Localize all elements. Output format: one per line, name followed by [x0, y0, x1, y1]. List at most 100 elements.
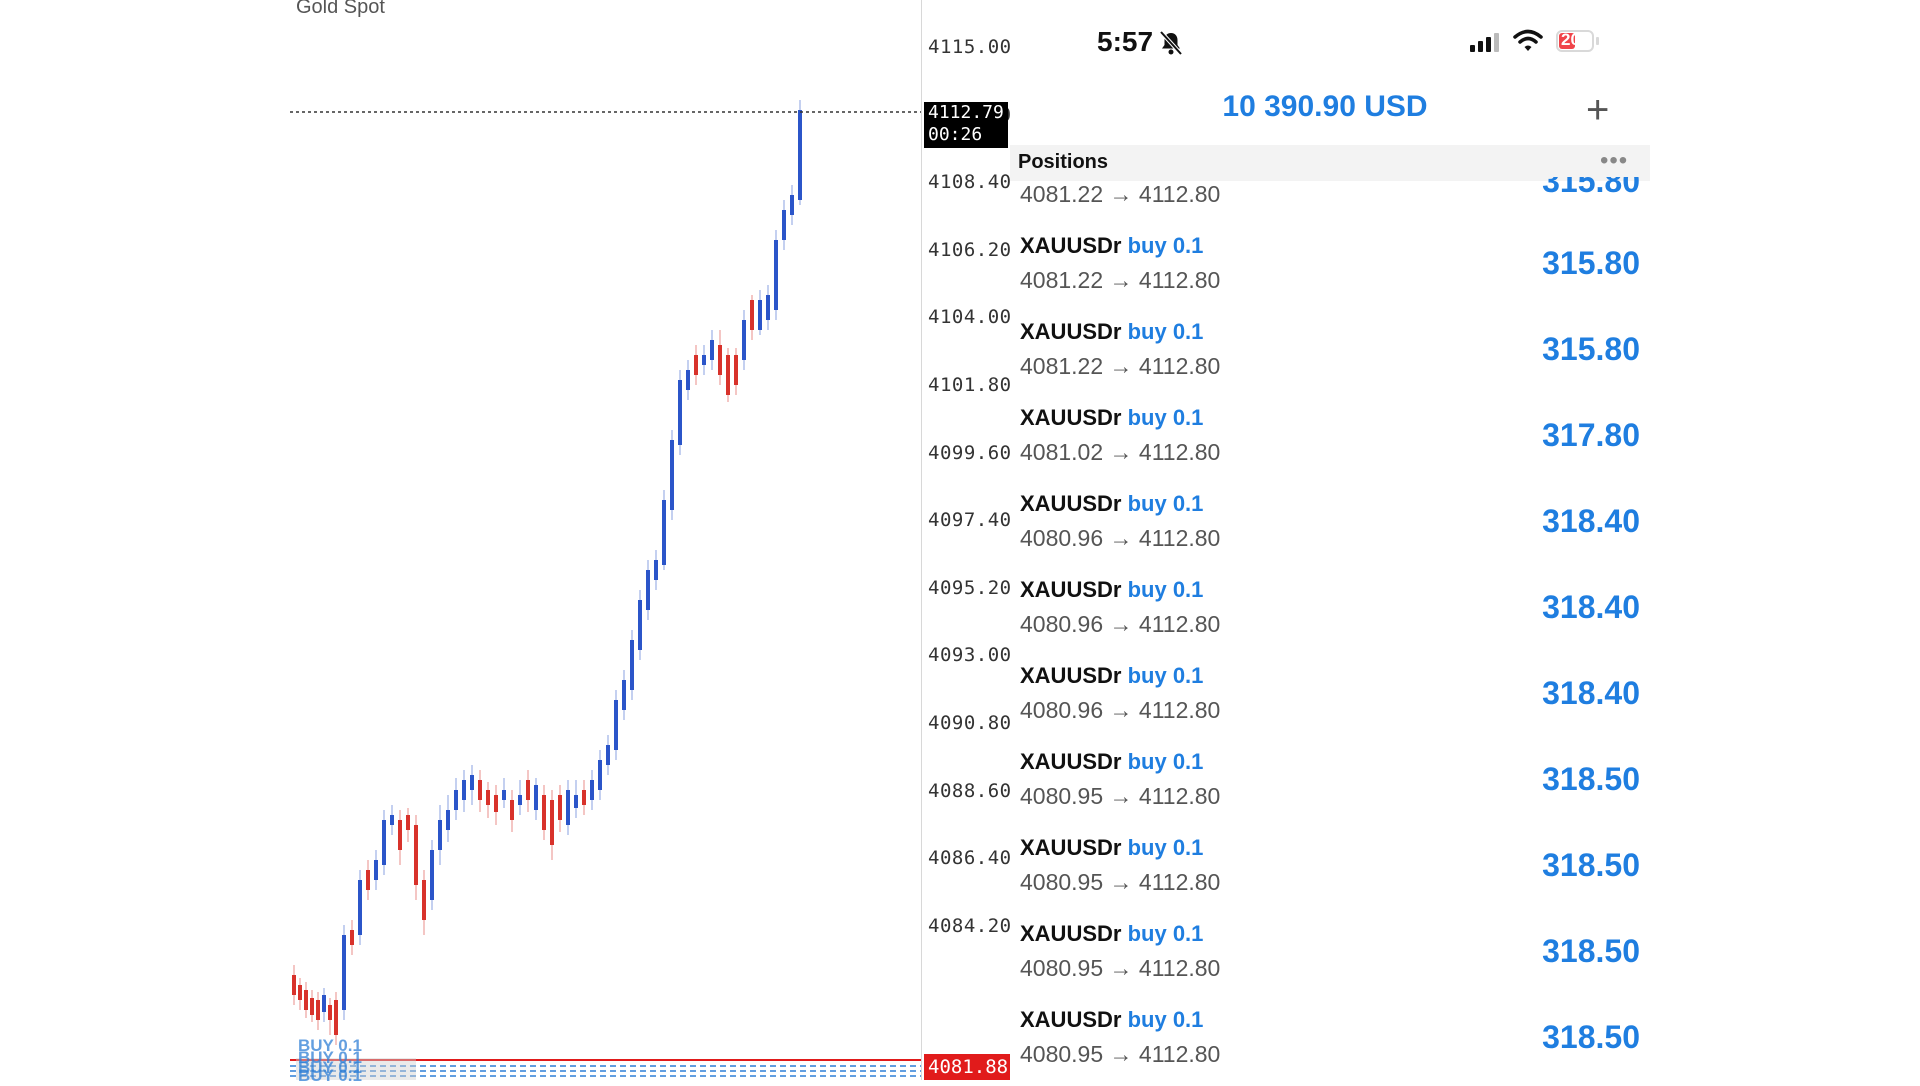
position-side: buy 0.1: [1127, 749, 1204, 774]
position-row[interactable]: XAUUSDr buy 0.1 4080.96 → 4112.80 318.40: [1010, 567, 1650, 653]
position-symbol-name: XAUUSDr: [1020, 749, 1122, 774]
order-line-label[interactable]: BUY 0.1: [298, 1036, 362, 1055]
position-side: buy 0.1: [1127, 921, 1204, 946]
position-symbol-name: XAUUSDr: [1020, 319, 1122, 344]
position-side: buy 0.1: [1127, 663, 1204, 688]
price-axis-label: 4093.00: [928, 644, 1012, 667]
candle: [414, 815, 418, 900]
position-row[interactable]: XAUUSDr buy 0.1 4080.95 → 4112.80 318.50: [1010, 997, 1650, 1083]
candle: [390, 805, 394, 835]
bell-muted-icon: [1159, 30, 1183, 56]
cellular-signal-icon: [1470, 33, 1499, 52]
position-side: buy 0.1: [1127, 835, 1204, 860]
chart-symbol-title: Gold Spot: [296, 0, 385, 18]
candle: [518, 780, 522, 815]
bar-countdown: 00:26: [928, 124, 983, 145]
account-balance[interactable]: 10 390.90 USD: [1222, 90, 1428, 123]
position-prices: 4081.22 → 4112.80: [1020, 353, 1221, 379]
candle: [630, 630, 634, 700]
candle: [726, 348, 730, 402]
position-symbol: XAUUSDr buy 0.1: [1020, 491, 1203, 517]
position-row-partial[interactable]: 4081.22 → 4112.80 315.80: [1010, 177, 1650, 223]
candle: [782, 200, 786, 250]
price-axis-label: 4099.60: [928, 441, 1012, 464]
position-profit: 318.40: [1542, 503, 1640, 539]
status-time: 5:57: [1097, 26, 1154, 57]
candle: [566, 780, 570, 835]
candle: [734, 348, 738, 395]
position-profit: 318.40: [1542, 589, 1640, 625]
position-prices: 4080.96 → 4112.80: [1020, 525, 1221, 551]
position-prices: 4081.22 → 4112.80: [1020, 267, 1221, 293]
candle: [342, 925, 346, 1020]
position-row[interactable]: XAUUSDr buy 0.1 4080.96 → 4112.80 318.40: [1010, 481, 1650, 567]
candle: [534, 778, 538, 820]
position-profit: 315.80: [1542, 245, 1640, 281]
candle: [470, 765, 474, 805]
candle: [758, 290, 762, 335]
position-symbol: XAUUSDr buy 0.1: [1020, 405, 1203, 431]
position-prices: 4080.95 → 4112.80: [1020, 869, 1221, 895]
candle: [316, 992, 320, 1030]
order-label-background: [296, 1058, 416, 1080]
position-row[interactable]: XAUUSDr buy 0.1 4081.22 → 4112.80 315.80: [1010, 223, 1650, 309]
candle: [558, 785, 562, 832]
position-profit: 317.80: [1542, 417, 1640, 453]
candle: [798, 100, 802, 205]
order-line-label[interactable]: BUY 0.1: [298, 1058, 362, 1077]
price-axis-label: 4095.20: [928, 576, 1012, 599]
candle: [606, 735, 610, 775]
candle: [328, 998, 332, 1035]
candle: [574, 780, 578, 818]
position-row[interactable]: XAUUSDr buy 0.1 4080.95 → 4112.80 318.50: [1010, 911, 1650, 997]
more-options-icon[interactable]: •••: [1600, 147, 1629, 174]
position-symbol-name: XAUUSDr: [1020, 921, 1122, 946]
position-symbol-name: XAUUSDr: [1020, 405, 1122, 430]
order-line-label[interactable]: BUY 0.1: [298, 1048, 362, 1067]
candle: [790, 185, 794, 225]
candle: [502, 778, 506, 808]
candle: [718, 330, 722, 385]
candle: [298, 978, 302, 1010]
position-profit: 318.50: [1542, 1019, 1640, 1055]
price-axis-label: 4097.40: [928, 509, 1012, 532]
candle: [550, 790, 554, 860]
position-symbol-name: XAUUSDr: [1020, 577, 1122, 602]
price-axis-label: 4084.20: [928, 914, 1012, 937]
entry-price-tag: 4081.88: [924, 1054, 1016, 1080]
order-line-label[interactable]: BUY 0.1: [298, 1066, 362, 1085]
candle: [430, 840, 434, 910]
position-row[interactable]: XAUUSDr buy 0.1 4080.95 → 4112.80 318.50: [1010, 825, 1650, 911]
candlestick-chart[interactable]: [290, 0, 922, 1080]
wifi-icon: [1513, 29, 1543, 51]
chart-axis-divider: [921, 0, 922, 1080]
position-prices: 4080.95 → 4112.80: [1020, 955, 1221, 981]
positions-title: Positions: [1018, 151, 1109, 173]
position-row[interactable]: XAUUSDr buy 0.1 4081.02 → 4112.80 317.80: [1010, 395, 1650, 481]
position-symbol: XAUUSDr buy 0.1: [1020, 921, 1203, 947]
position-prices: 4080.95 → 4112.80: [1020, 783, 1221, 809]
candle: [510, 790, 514, 832]
price-axis-label: 4088.60: [928, 779, 1012, 802]
candle: [598, 750, 602, 800]
battery-icon: 20: [1556, 30, 1594, 52]
price-axis-label: 4108.40: [928, 171, 1012, 194]
position-prices: 4080.96 → 4112.80: [1020, 697, 1221, 723]
position-symbol: XAUUSDr buy 0.1: [1020, 835, 1203, 861]
candle: [710, 330, 714, 370]
position-symbol-name: XAUUSDr: [1020, 1007, 1122, 1032]
price-chart[interactable]: Gold Spot: [290, 0, 922, 1080]
position-prices: 4081.22 → 4112.80: [1020, 181, 1221, 207]
new-order-button[interactable]: +: [1586, 88, 1610, 132]
position-side: buy 0.1: [1127, 233, 1204, 258]
candle: [686, 360, 690, 400]
position-row[interactable]: XAUUSDr buy 0.1 4081.22 → 4112.80 315.80: [1010, 309, 1650, 395]
position-row[interactable]: XAUUSDr buy 0.1 4080.95 → 4112.80 318.50: [1010, 739, 1650, 825]
candle: [590, 770, 594, 810]
position-profit: 318.50: [1542, 761, 1640, 797]
candle: [526, 770, 530, 812]
position-row[interactable]: XAUUSDr buy 0.1 4080.96 → 4112.80 318.40: [1010, 653, 1650, 739]
candle: [702, 345, 706, 375]
battery-level: 20: [1561, 30, 1580, 49]
price-axis-label: 4104.00: [928, 306, 1012, 329]
